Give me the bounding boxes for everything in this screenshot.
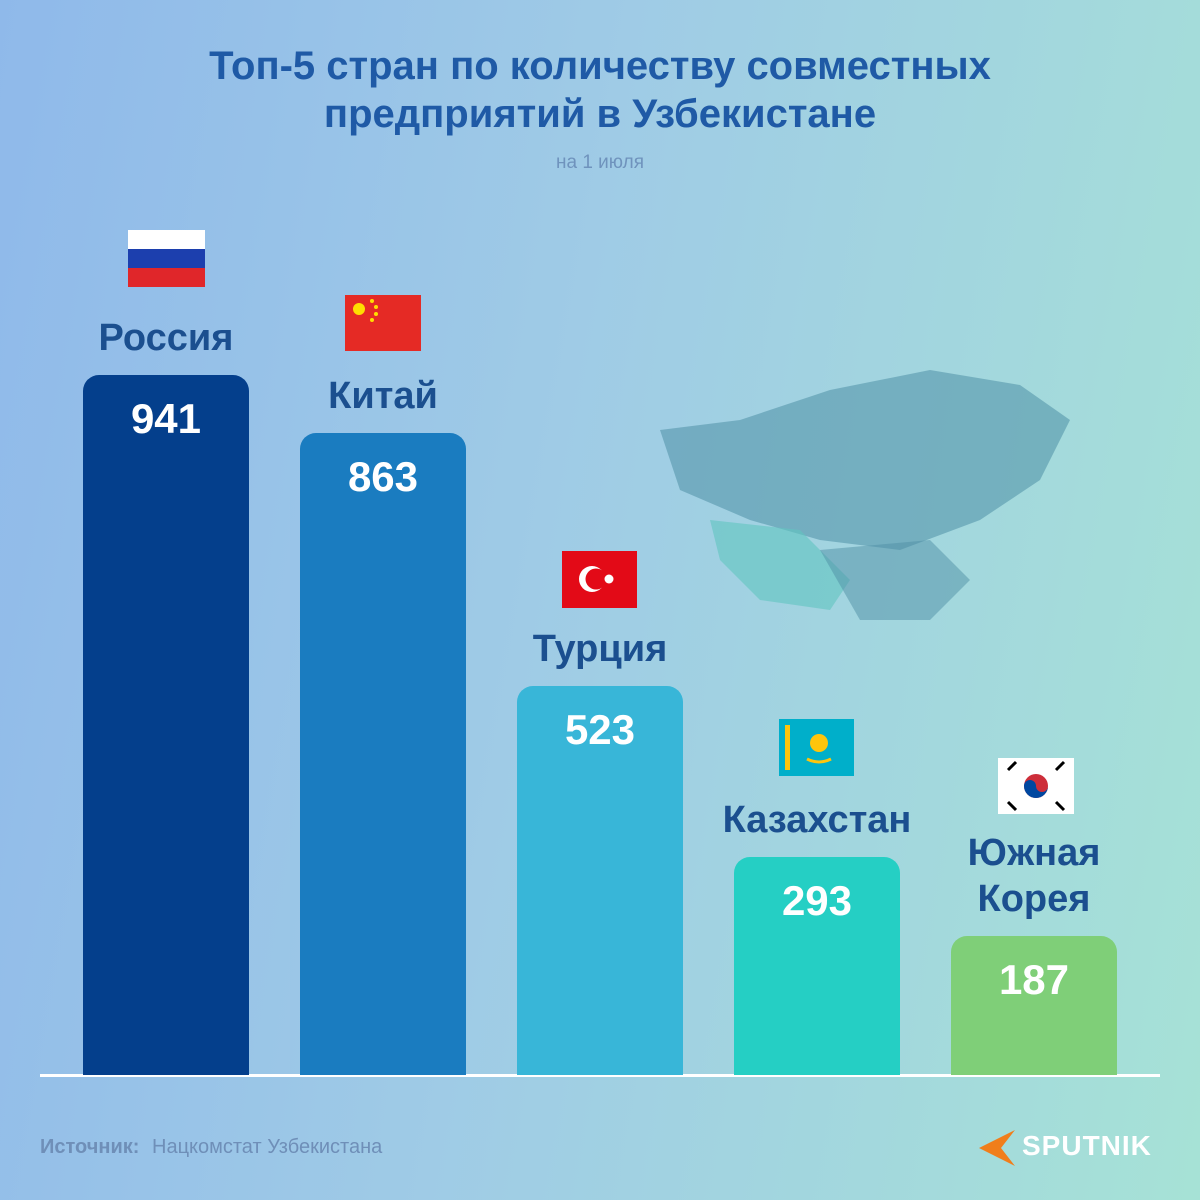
chart-subtitle: на 1 июля [555, 152, 644, 173]
category-label: Китай [328, 374, 438, 417]
value-label: 523 [564, 705, 636, 753]
bar [300, 432, 466, 1075]
category-label: Турция [532, 627, 668, 670]
map-decoration [660, 370, 1070, 620]
source: Нацкомстат Узбекистана [152, 1136, 383, 1158]
category-label: Казахстан [722, 799, 912, 842]
category-label: Россия [98, 316, 234, 359]
source-label: Источник: [40, 1136, 140, 1158]
value-label: 863 [347, 452, 419, 500]
flag-china [345, 295, 421, 351]
flag-korea [998, 758, 1074, 814]
bar [517, 685, 683, 1075]
flag-russia [128, 230, 205, 287]
bar [951, 935, 1117, 1075]
bar [734, 857, 900, 1075]
chart-title: Топ-5 стран по количеству совместных пре… [209, 44, 991, 136]
value-label: 187 [998, 955, 1070, 1003]
bar [83, 374, 249, 1075]
flag-turkey [562, 551, 637, 608]
brand-logo: SPUTNIK [1022, 1130, 1152, 1161]
value-label: 293 [781, 877, 853, 924]
baseline [40, 1074, 1160, 1077]
flag-kazakhstan [779, 719, 854, 776]
category-label: Южная Корея [967, 831, 1101, 920]
value-label: 941 [130, 394, 202, 442]
logo-icon [979, 1130, 1015, 1166]
